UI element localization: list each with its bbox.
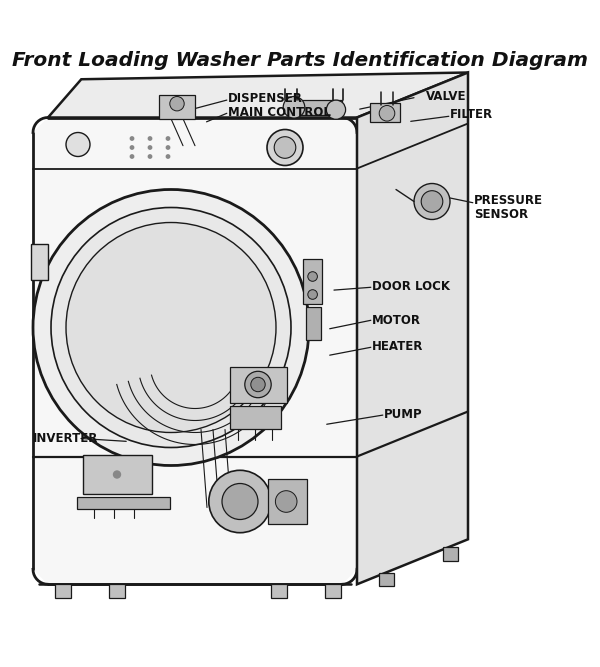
Text: DISPENSER: DISPENSER xyxy=(228,92,303,105)
Polygon shape xyxy=(48,73,468,117)
Text: FILTER: FILTER xyxy=(450,108,493,121)
Circle shape xyxy=(166,145,170,150)
Circle shape xyxy=(275,491,297,512)
Text: HEATER: HEATER xyxy=(372,340,424,354)
Bar xyxy=(229,366,287,402)
Bar xyxy=(109,584,125,598)
Circle shape xyxy=(148,145,152,150)
Circle shape xyxy=(251,378,265,392)
Bar xyxy=(31,243,48,279)
Text: VALVE: VALVE xyxy=(426,90,467,103)
Bar xyxy=(443,548,458,560)
Circle shape xyxy=(166,154,170,159)
Circle shape xyxy=(148,154,152,159)
Text: MOTOR: MOTOR xyxy=(372,313,421,327)
Circle shape xyxy=(245,372,271,398)
Circle shape xyxy=(148,136,152,141)
Circle shape xyxy=(308,289,317,299)
Circle shape xyxy=(421,191,443,212)
Circle shape xyxy=(274,137,296,158)
Text: Front Loading Washer Parts Identification Diagram: Front Loading Washer Parts Identificatio… xyxy=(12,51,588,71)
Circle shape xyxy=(414,183,450,219)
Circle shape xyxy=(166,136,170,141)
Bar xyxy=(379,573,394,586)
Bar xyxy=(83,455,151,494)
Bar xyxy=(306,307,321,340)
Circle shape xyxy=(267,129,303,165)
Circle shape xyxy=(130,145,134,150)
Circle shape xyxy=(130,154,134,159)
Circle shape xyxy=(326,100,346,119)
Circle shape xyxy=(51,207,291,448)
Circle shape xyxy=(283,97,305,118)
Circle shape xyxy=(209,470,271,533)
Polygon shape xyxy=(357,73,468,584)
Bar xyxy=(370,103,400,121)
Circle shape xyxy=(66,223,276,432)
Circle shape xyxy=(379,105,395,121)
Bar xyxy=(303,259,322,303)
Circle shape xyxy=(170,97,184,111)
Circle shape xyxy=(113,470,121,479)
Polygon shape xyxy=(33,117,357,584)
Bar xyxy=(288,100,342,115)
Circle shape xyxy=(66,133,90,157)
Bar xyxy=(271,584,287,598)
Text: MAIN CONTROL: MAIN CONTROL xyxy=(228,105,331,119)
Bar xyxy=(55,584,71,598)
Bar xyxy=(159,95,195,119)
Circle shape xyxy=(222,484,258,520)
Circle shape xyxy=(33,189,309,466)
Bar xyxy=(229,406,281,429)
Text: PUMP: PUMP xyxy=(384,408,422,421)
Text: PRESSURE
SENSOR: PRESSURE SENSOR xyxy=(474,193,543,221)
Text: INVERTER: INVERTER xyxy=(33,432,98,445)
Bar xyxy=(77,497,170,509)
Bar xyxy=(268,480,307,524)
Text: DOOR LOCK: DOOR LOCK xyxy=(372,280,450,293)
Circle shape xyxy=(130,136,134,141)
Bar xyxy=(325,584,341,598)
Circle shape xyxy=(308,271,317,281)
